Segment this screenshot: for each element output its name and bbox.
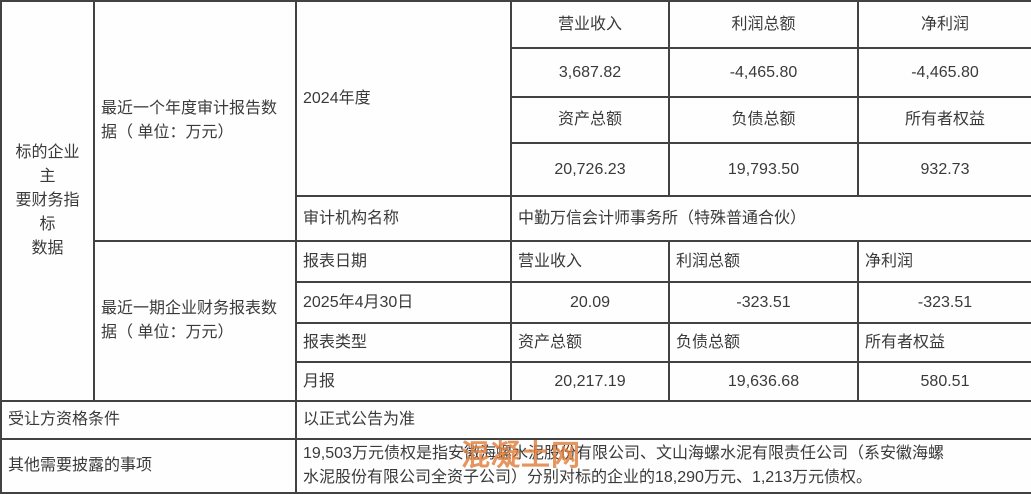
header-net-profit: 净利润: [857, 0, 1031, 49]
qualification-value-cell: 以正式公告为准: [295, 400, 1031, 440]
value-report-type: 月报: [295, 361, 512, 402]
header-total-assets: 资产总额: [510, 96, 670, 144]
auditor-label-cell: 审计机构名称: [295, 195, 512, 242]
target-indicators-label-cell: 标的企业主 要财务指标 数据: [0, 0, 95, 402]
value-total-assets-2024: 20,726.23: [510, 142, 670, 197]
table-row: 20,726.23 19,793.50 932.73: [1, 142, 1031, 197]
header-total-liabilities-latest: 负债总额: [668, 322, 859, 363]
table-row: 最近一期企业财务报表数 据（ 单位：万元） 报表日期 营业收入 利润总额 净利润: [1, 240, 1031, 402]
header-total-assets-latest: 资产总额: [510, 322, 670, 363]
header-total-liabilities: 负债总额: [668, 96, 859, 144]
table-row: 资产总额 负债总额 所有者权益: [1, 96, 1031, 144]
table-row: 报表类型 资产总额 负债总额 所有者权益: [1, 322, 1031, 363]
header-report-date: 报表日期: [295, 240, 512, 283]
value-net-profit-latest: -323.51: [857, 281, 1031, 324]
header-report-type: 报表类型: [295, 322, 512, 363]
header-operating-revenue-latest: 营业收入: [510, 240, 670, 283]
value-total-assets-latest: 20,217.19: [510, 361, 670, 402]
value-operating-revenue-latest: 20.09: [510, 281, 670, 324]
header-operating-revenue: 营业收入: [510, 0, 670, 49]
table-row: 审计机构名称 中勤万信会计师事务所（特殊普通合伙）: [1, 195, 1031, 242]
value-owners-equity-latest: 580.51: [857, 361, 1031, 402]
header-total-profit-latest: 利润总额: [668, 240, 859, 283]
value-report-date: 2025年4月30日: [295, 281, 512, 324]
value-total-liabilities-latest: 19,636.68: [668, 361, 859, 402]
other-disclosure-label-cell: 其他需要披露的事项: [0, 438, 297, 494]
other-disclosure-value-cell: 19,503万元债权是指安徽海螺水泥股份有限公司、文山海螺水泥有限责任公司（系安…: [295, 438, 1031, 494]
table-row: 标的企业主 要财务指标 数据 最近一个年度审计报告数 据（ 单位：万元） 202…: [0, 0, 1031, 402]
table-row: 3,687.82 -4,465.80 -4,465.80: [1, 47, 1031, 98]
header-net-profit-latest: 净利润: [857, 240, 1031, 283]
audit-period-cell: 2024年度: [295, 0, 512, 197]
latest-section-label-cell: 最近一期企业财务报表数 据（ 单位：万元）: [93, 240, 297, 402]
auditor-name-cell: 中勤万信会计师事务所（特殊普通合伙）: [510, 195, 1031, 242]
qualification-label-cell: 受让方资格条件: [0, 400, 297, 440]
value-total-liabilities-2024: 19,793.50: [668, 142, 859, 197]
value-owners-equity-2024: 932.73: [857, 142, 1031, 197]
table-row: 月报 20,217.19 19,636.68 580.51: [1, 361, 1031, 402]
table-row: 其他需要披露的事项 19,503万元债权是指安徽海螺水泥股份有限公司、文山海螺水…: [0, 438, 1031, 494]
header-owners-equity-latest: 所有者权益: [857, 322, 1031, 363]
table-row: 受让方资格条件 以正式公告为准: [0, 400, 1031, 440]
header-owners-equity: 所有者权益: [857, 96, 1031, 144]
value-total-profit-2024: -4,465.80: [668, 47, 859, 98]
value-total-profit-latest: -323.51: [668, 281, 859, 324]
table-row: 2025年4月30日 20.09 -323.51 -323.51: [1, 281, 1031, 324]
value-net-profit-2024: -4,465.80: [857, 47, 1031, 98]
audit-section-label-cell: 最近一个年度审计报告数 据（ 单位：万元）: [93, 0, 297, 242]
header-total-profit: 利润总额: [668, 0, 859, 49]
value-operating-revenue-2024: 3,687.82: [510, 47, 670, 98]
